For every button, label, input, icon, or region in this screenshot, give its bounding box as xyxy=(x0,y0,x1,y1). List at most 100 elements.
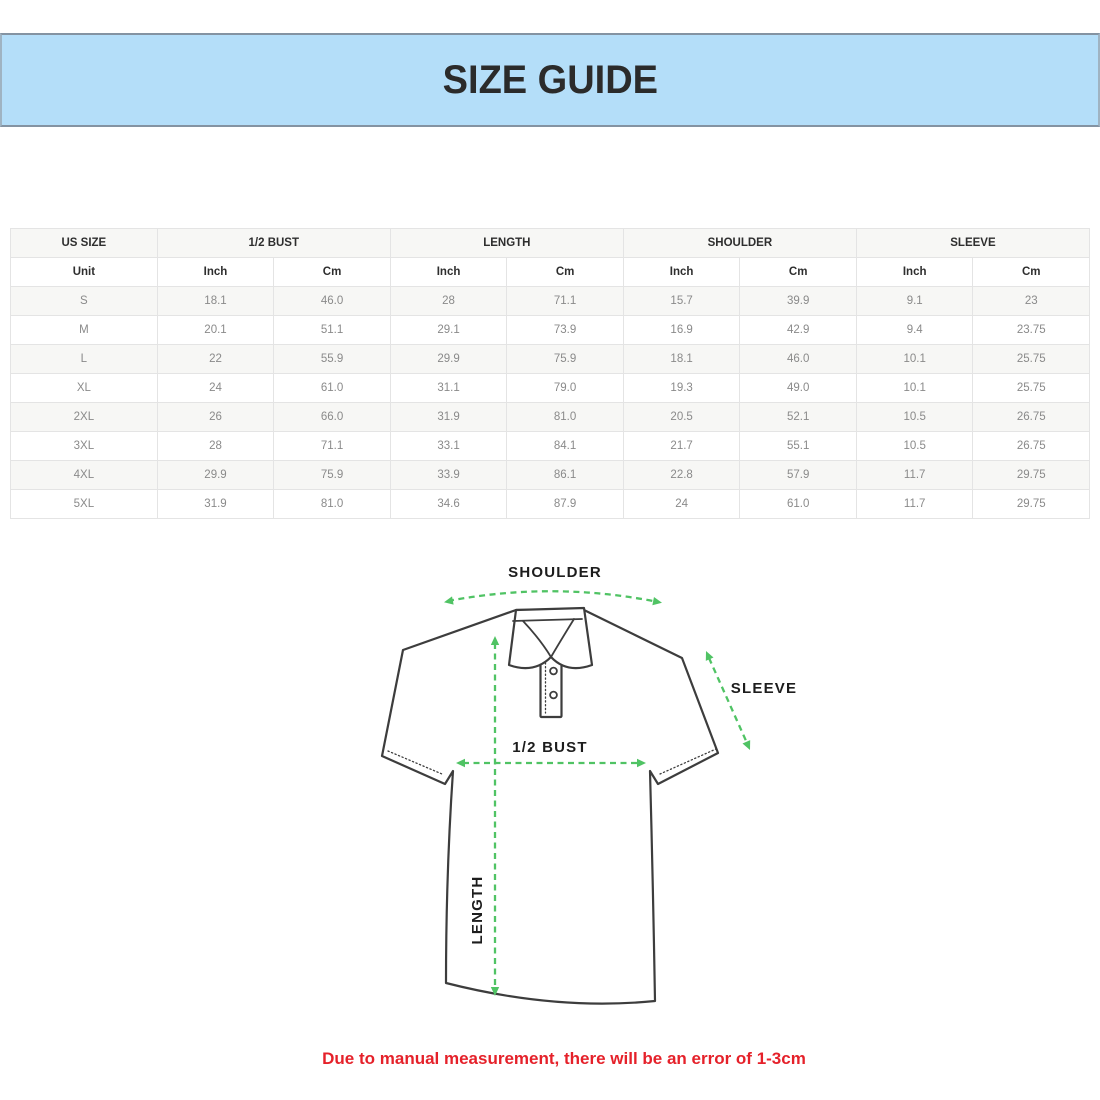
table-cell: 2XL xyxy=(10,402,158,432)
table-cell: 10.1 xyxy=(855,344,974,374)
collar-v-left xyxy=(522,620,552,658)
table-row: S 18.1 46.0 28 71.1 15.7 39.9 9.1 23 xyxy=(10,286,1090,316)
table-cell: 10.5 xyxy=(855,402,974,432)
shoulder-arrow xyxy=(447,590,659,604)
size-table: US SIZE 1/2 BUST LENGTH SHOULDER SLEEVE Unit… xyxy=(10,228,1091,519)
table-cell: 55.1 xyxy=(739,431,857,461)
table-cell: 16.9 xyxy=(622,315,741,345)
table-cell: 52.1 xyxy=(739,402,857,432)
sleeve-arrowhead-bottom xyxy=(742,740,751,750)
table-cell: 29.75 xyxy=(972,460,1090,490)
table-cell: 15.7 xyxy=(622,286,741,316)
table-cell: 23 xyxy=(972,286,1090,316)
table-cell: 51.1 xyxy=(273,315,391,345)
table-cell: 22.8 xyxy=(622,460,741,490)
table-cell: 28 xyxy=(389,286,508,316)
table-cell: 57.9 xyxy=(739,460,857,490)
table-cell: 81.0 xyxy=(506,402,624,432)
table-cell: 26 xyxy=(156,402,275,432)
table-cell: 23.75 xyxy=(972,315,1090,345)
column-group-header: LENGTH xyxy=(389,228,624,258)
table-row: 4XL 29.9 75.9 33.9 86.1 22.8 57.9 11.7 29.75 xyxy=(10,460,1090,490)
table-cell: 66.0 xyxy=(273,402,391,432)
table-cell: 24 xyxy=(156,373,275,403)
table-cell: 10.5 xyxy=(855,431,974,461)
table-cell: 75.9 xyxy=(273,460,391,490)
table-cell: 29.9 xyxy=(156,460,275,490)
shoulder-arrowhead-left xyxy=(444,596,454,605)
button-top xyxy=(549,666,558,676)
table-cell: 9.1 xyxy=(855,286,974,316)
table-cell: S xyxy=(10,286,158,316)
size-table-head: US SIZE 1/2 BUST LENGTH SHOULDER SLEEVE Unit… xyxy=(10,228,1091,287)
page-title: SIZE GUIDE xyxy=(442,57,658,102)
table-cell: 71.1 xyxy=(273,431,391,461)
table-cell: 46.0 xyxy=(273,286,391,316)
unit-header-cell: Inch xyxy=(389,257,508,287)
table-cell: 28 xyxy=(156,431,275,461)
table-cell: 61.0 xyxy=(273,373,391,403)
size-guide-banner: SIZE GUIDE xyxy=(0,33,1100,127)
table-cell: 10.1 xyxy=(855,373,974,403)
unit-row: Unit Inch Cm Inch Cm Inch Cm Inch Cm xyxy=(10,257,1090,287)
unit-header-cell: Cm xyxy=(972,257,1090,287)
right-sleeve-stitch xyxy=(659,748,717,775)
table-cell: 31.9 xyxy=(156,489,275,519)
table-cell: 29.1 xyxy=(389,315,508,345)
table-cell: 25.75 xyxy=(972,373,1090,403)
table-cell: 31.9 xyxy=(389,402,508,432)
bust-arrowhead-left xyxy=(456,758,465,768)
button-bottom xyxy=(549,690,558,700)
table-cell: 21.7 xyxy=(622,431,741,461)
sleeve-arrowhead-top xyxy=(705,651,714,661)
table-cell: 55.9 xyxy=(273,344,391,374)
collar-band-line xyxy=(512,618,583,622)
unit-header-cell: Cm xyxy=(273,257,391,287)
table-cell: 20.5 xyxy=(622,402,741,432)
column-group-header: US SIZE xyxy=(10,228,158,258)
column-group-row: US SIZE 1/2 BUST LENGTH SHOULDER SLEEVE xyxy=(10,228,1091,258)
table-cell: 3XL xyxy=(10,431,158,461)
bust-arrowhead-right xyxy=(637,758,646,768)
column-group-header: SHOULDER xyxy=(622,228,857,258)
table-cell: 18.1 xyxy=(156,286,275,316)
length-arrowhead-top xyxy=(490,636,500,645)
table-cell: 49.0 xyxy=(739,373,857,403)
table-cell: 11.7 xyxy=(855,489,974,519)
collar-v-right xyxy=(550,618,575,658)
table-cell: 26.75 xyxy=(972,431,1090,461)
table-cell: 5XL xyxy=(10,489,158,519)
length-arrowhead-bottom xyxy=(490,987,500,996)
column-group-header: SLEEVE xyxy=(855,228,1091,258)
table-row: L 22 55.9 29.9 75.9 18.1 46.0 10.1 25.75 xyxy=(10,344,1090,374)
table-cell: 4XL xyxy=(10,460,158,490)
table-cell: 86.1 xyxy=(506,460,624,490)
table-cell: 31.1 xyxy=(389,373,508,403)
table-cell: 34.6 xyxy=(389,489,508,519)
shoulder-label: SHOULDER xyxy=(508,564,602,581)
table-cell: 84.1 xyxy=(506,431,624,461)
unit-header-cell: Unit xyxy=(10,257,158,287)
table-cell: XL xyxy=(10,373,158,403)
table-cell: 20.1 xyxy=(156,315,275,345)
table-row: 3XL 28 71.1 33.1 84.1 21.7 55.1 10.5 26.75 xyxy=(10,431,1090,461)
measurement-diagram: SHOULDER SLEEVE 1/2 BUST LENGTH xyxy=(0,553,1100,1033)
table-cell: M xyxy=(10,315,158,345)
table-row: 2XL 26 66.0 31.9 81.0 20.5 52.1 10.5 26.75 xyxy=(10,402,1090,432)
table-cell: 29.9 xyxy=(389,344,508,374)
table-cell: 33.1 xyxy=(389,431,508,461)
unit-header-cell: Cm xyxy=(506,257,624,287)
table-cell: L xyxy=(10,344,158,374)
table-cell: 24 xyxy=(622,489,741,519)
column-group-header: 1/2 BUST xyxy=(156,228,391,258)
table-cell: 29.75 xyxy=(972,489,1090,519)
table-cell: 61.0 xyxy=(739,489,857,519)
size-table-body: S 18.1 46.0 28 71.1 15.7 39.9 9.1 23 M 20.1 51.1 29.… xyxy=(10,286,1090,519)
table-cell: 19.3 xyxy=(622,373,741,403)
shoulder-arrowhead-right xyxy=(652,596,662,606)
table-row: XL 24 61.0 31.1 79.0 19.3 49.0 10.1 25.75 xyxy=(10,373,1090,403)
table-cell: 18.1 xyxy=(622,344,741,374)
table-cell: 9.4 xyxy=(855,315,974,345)
table-row: M 20.1 51.1 29.1 73.9 16.9 42.9 9.4 23.75 xyxy=(10,315,1090,345)
unit-header-cell: Inch xyxy=(156,257,275,287)
